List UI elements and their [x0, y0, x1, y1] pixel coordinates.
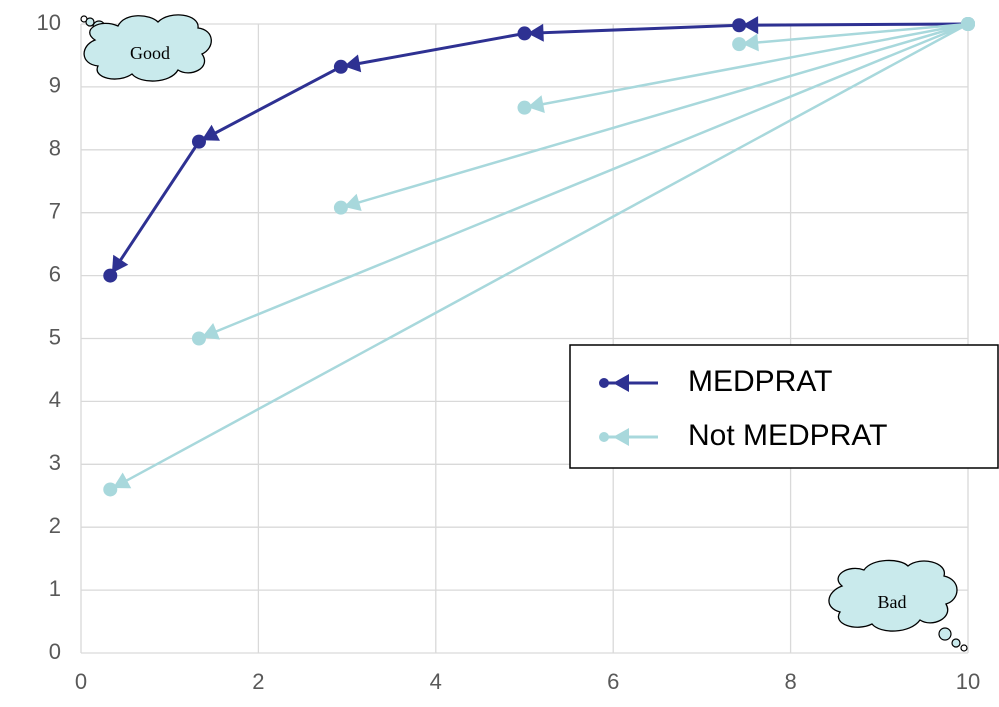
- y-tick-label: 10: [37, 10, 61, 35]
- y-tick-label: 8: [49, 136, 61, 161]
- arrowhead: [343, 54, 362, 73]
- arrowhead: [112, 472, 132, 489]
- y-tick-label: 5: [49, 324, 61, 349]
- point: [517, 100, 532, 115]
- series-line: [109, 22, 969, 277]
- x-tick-label: 4: [430, 669, 442, 694]
- point: [191, 331, 206, 346]
- arrowhead: [527, 23, 544, 42]
- point: [333, 59, 348, 74]
- point: [191, 134, 206, 149]
- y-tick-label: 2: [49, 513, 61, 538]
- bad-callout: Bad: [828, 559, 968, 652]
- point: [333, 200, 348, 215]
- good-callout: Good: [80, 14, 212, 82]
- y-tick-label: 0: [49, 639, 61, 664]
- x-tick-label: 6: [607, 669, 619, 694]
- cloud: [828, 559, 958, 632]
- x-tick-label: 8: [784, 669, 796, 694]
- x-tick-label: 10: [956, 669, 980, 694]
- legend-dot: [599, 378, 609, 388]
- annotation: Bad: [878, 592, 907, 612]
- cloud-bubble: [938, 627, 952, 641]
- legend-dot: [599, 432, 609, 442]
- legend-box: [569, 344, 999, 469]
- point: [961, 17, 975, 31]
- x-tick-label: 0: [75, 669, 87, 694]
- cloud-bubble: [85, 17, 95, 27]
- cloud-bubble: [951, 638, 961, 648]
- arrowhead: [613, 428, 629, 446]
- legend-label: Not MEDPRAT: [688, 419, 887, 452]
- arrowhead: [527, 95, 545, 113]
- legend-label: MEDPRAT: [688, 365, 832, 398]
- arrowhead: [201, 322, 220, 340]
- cloud: [83, 14, 212, 82]
- point: [732, 18, 747, 33]
- arrowhead: [343, 193, 362, 211]
- arrowhead: [111, 254, 129, 274]
- y-tick-label: 3: [49, 450, 61, 475]
- y-tick-label: 6: [49, 261, 61, 286]
- plot-area: [103, 16, 975, 497]
- y-tick-label: 9: [49, 73, 61, 98]
- series-line: [109, 22, 969, 491]
- y-tick-label: 1: [49, 576, 61, 601]
- point: [732, 37, 747, 52]
- x-tick-label: 2: [252, 669, 264, 694]
- arrowhead: [742, 33, 759, 52]
- cloud-bubble: [960, 644, 968, 652]
- point: [103, 482, 118, 497]
- arrowhead: [742, 16, 759, 35]
- annotation: Good: [130, 43, 170, 63]
- legend: MEDPRAT Not MEDPRAT: [569, 344, 999, 469]
- point: [517, 26, 532, 41]
- y-tick-label: 7: [49, 199, 61, 224]
- y-tick-label: 4: [49, 387, 61, 412]
- arrowhead: [201, 124, 220, 141]
- arrowhead: [613, 374, 629, 392]
